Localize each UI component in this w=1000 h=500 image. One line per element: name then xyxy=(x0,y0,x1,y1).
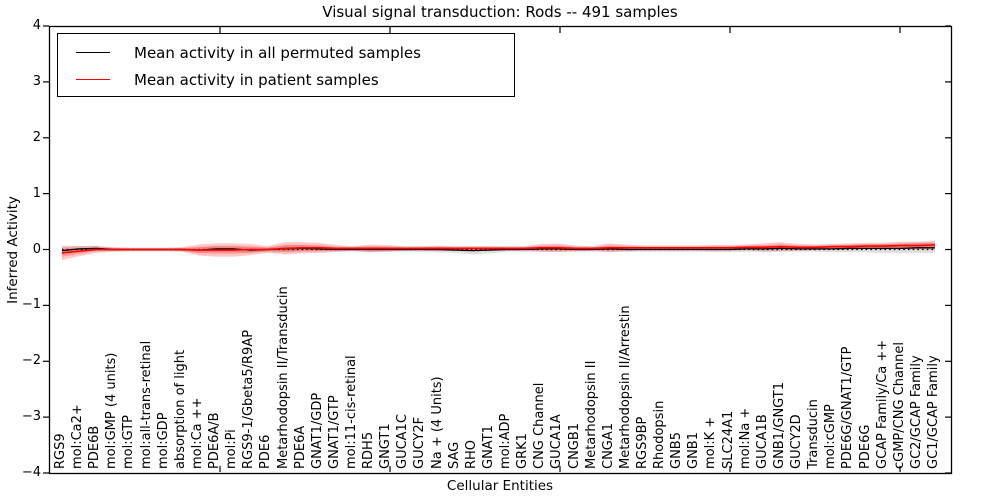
plot-frame xyxy=(48,25,953,475)
x-tick-label: GNGT1 xyxy=(378,423,394,469)
legend-line-red-icon xyxy=(76,79,110,80)
x-tick-label: mol:ADP xyxy=(498,413,514,469)
x-tick-label: GNAT1 xyxy=(480,425,496,469)
chart-title: Visual signal transduction: Rods -- 491 … xyxy=(322,3,678,21)
x-tick-label: SLC24A1 xyxy=(720,410,736,469)
x-tick-label: mol:Ca2+ xyxy=(70,404,86,469)
y-tick-label: −1 xyxy=(21,297,41,313)
x-tick-label: GC2/GCAP Family xyxy=(908,355,924,469)
x-tick-label: mol:GTP xyxy=(121,415,137,469)
x-tick-label: mol:Ca ++ xyxy=(189,397,205,469)
y-tick-label: 3 xyxy=(32,73,41,89)
x-tick-label: GUCA1B xyxy=(754,414,770,469)
x-tick-label: cGMP/CNG Channel xyxy=(891,341,907,469)
x-tick-label: GNAT1/GDP xyxy=(309,392,325,469)
x-tick-label: GNB5 xyxy=(669,432,685,469)
y-tick-label: −2 xyxy=(21,353,41,369)
x-tick-label: GRK1 xyxy=(515,433,531,469)
x-tick-label: CNG Channel xyxy=(532,382,548,469)
x-tick-label: Na + (4 Units) xyxy=(429,376,445,469)
x-tick-label: Rhodopsin xyxy=(652,400,668,469)
y-tick-label: 2 xyxy=(32,129,41,145)
x-tick-label: PDE6B xyxy=(87,425,103,469)
legend-item-permuted: Mean activity in all permuted samples xyxy=(76,39,514,66)
y-tick-label: −4 xyxy=(21,465,41,480)
x-tick-label: GUCY2F xyxy=(412,416,428,469)
y-tick-label: 1 xyxy=(32,185,41,201)
x-tick-label: mol:Pi xyxy=(224,429,240,469)
x-tick-label: RHO xyxy=(463,439,479,469)
x-tick-label: GNB1 xyxy=(686,432,702,469)
x-tick-label: RGS9-1/Gbeta5/R9AP xyxy=(241,329,257,469)
legend-label-permuted: Mean activity in all permuted samples xyxy=(134,43,421,62)
mean-line-patient xyxy=(61,244,936,254)
x-tick-label: GUCA1A xyxy=(549,414,565,469)
x-tick-label: PDE6A/B xyxy=(207,412,223,469)
x-tick-label: PDE6G/GNAT1/GTP xyxy=(840,346,856,469)
y-tick-label: 0 xyxy=(32,241,41,257)
x-tick-label: mol:11-cis-retinal xyxy=(344,355,359,469)
x-tick-label: mol:GMP (4 units) xyxy=(104,352,120,469)
x-tick-label: Transducin xyxy=(806,399,822,469)
x-tick-label: PDE6G xyxy=(857,424,873,469)
x-tick-label: Metarhodopsin II xyxy=(583,360,599,469)
x-tick-label: GC1/GCAP Family xyxy=(926,355,941,469)
x-tick-label: RGS9 xyxy=(53,433,68,469)
x-tick-label: Metarhodopsin II/Arrestin xyxy=(617,305,633,469)
x-axis-label: Cellular Entities xyxy=(446,478,554,494)
y-tick-label: −3 xyxy=(21,409,41,425)
x-tick-label: GNAT1/GTP xyxy=(326,395,342,469)
x-tick-label: mol:all-trans-retinal xyxy=(138,340,154,469)
legend-item-patient: Mean activity in patient samples xyxy=(76,66,514,93)
x-tick-label: mol:cGMP xyxy=(823,404,839,469)
x-tick-label: SAG xyxy=(446,441,462,469)
legend-line-black-icon xyxy=(76,52,110,53)
x-tick-label: GCAP Family/Ca ++ xyxy=(874,339,890,469)
x-tick-label: PDE6 xyxy=(258,434,274,469)
x-tick-label: CNGB1 xyxy=(566,422,582,469)
x-tick-label: RGS9BP xyxy=(635,416,650,469)
x-tick-label: CNGA1 xyxy=(600,422,616,469)
band-patient xyxy=(62,242,935,257)
y-tick-label: 4 xyxy=(32,18,41,33)
legend-label-patient: Mean activity in patient samples xyxy=(134,70,379,89)
legend: Mean activity in all permuted samples Me… xyxy=(57,33,515,97)
x-tick-label: GUCY2D xyxy=(789,414,805,469)
x-tick-label: GUCA1C xyxy=(395,414,411,469)
x-tick-label: Metarhodopsin II/Transducin xyxy=(275,286,291,469)
x-tick-label: mol:K + xyxy=(703,416,719,469)
x-tick-label: mol:GDP xyxy=(155,412,171,469)
x-tick-label: RDH5 xyxy=(361,431,377,469)
x-tick-label: absorption of light xyxy=(172,349,188,469)
x-tick-label: mol:Na + xyxy=(737,407,753,469)
x-tick-label: PDE6A xyxy=(292,425,308,469)
x-tick-label: GNB1/GNGT1 xyxy=(771,382,787,469)
